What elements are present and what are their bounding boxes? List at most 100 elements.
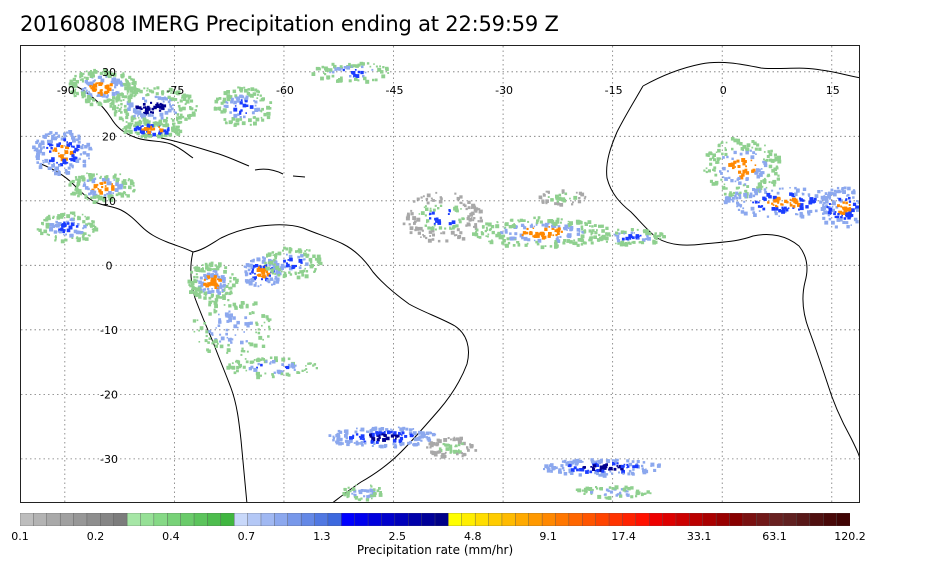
precip-cell — [71, 164, 74, 168]
precip-cell — [176, 113, 180, 116]
precip-cell — [839, 218, 843, 222]
precip-cell — [85, 70, 88, 73]
precip-cell — [771, 189, 774, 192]
precip-cell — [832, 200, 835, 203]
precip-cell — [38, 149, 42, 154]
precip-cell — [157, 134, 161, 139]
precip-cell — [440, 454, 445, 459]
precip-cell — [102, 199, 105, 202]
precip-cell — [453, 449, 458, 454]
precip-cell — [519, 233, 524, 238]
precip-cell — [590, 233, 593, 236]
precip-cell — [568, 468, 571, 471]
precip-cell — [541, 223, 545, 227]
precip-cell — [453, 436, 456, 439]
precip-cell — [848, 204, 851, 206]
precip-cell — [407, 212, 410, 216]
precip-cell — [260, 116, 263, 119]
precip-cell — [194, 268, 198, 272]
precip-cell — [195, 268, 200, 272]
precip-cell — [851, 208, 855, 213]
precip-cell — [228, 304, 232, 308]
precip-cell — [111, 72, 114, 76]
precip-cell — [305, 262, 309, 266]
precip-cell — [106, 88, 109, 91]
precip-cell — [430, 441, 433, 444]
precip-cell — [423, 206, 426, 209]
precip-cell — [147, 107, 151, 111]
precip-cell — [566, 229, 568, 231]
precip-cell — [311, 72, 316, 76]
precip-cell — [120, 106, 123, 109]
precip-cell — [269, 318, 272, 321]
precip-cell — [740, 210, 745, 214]
precip-cell — [239, 116, 242, 119]
precip-cell — [808, 195, 811, 197]
precip-cell — [275, 269, 279, 272]
precip-cell — [589, 225, 591, 227]
precip-cell — [190, 99, 194, 103]
precip-cell — [127, 129, 131, 133]
precip-cell — [38, 144, 42, 148]
precip-cell — [506, 237, 510, 241]
precip-cell — [52, 164, 55, 168]
precip-cell — [236, 122, 240, 126]
precip-cell — [432, 230, 435, 233]
precip-cell — [140, 107, 143, 110]
precip-cell — [83, 224, 87, 229]
precip-cell — [84, 215, 86, 218]
precip-cell — [745, 165, 747, 168]
precip-cell — [222, 108, 227, 113]
precip-cell — [458, 218, 461, 222]
precip-cell — [219, 296, 223, 299]
precip-cell — [380, 427, 385, 431]
precip-cell — [567, 461, 570, 464]
colorbar-swatch — [421, 513, 436, 526]
precip-cell — [213, 275, 217, 279]
precip-cell — [375, 441, 379, 444]
precip-cell — [293, 368, 296, 371]
precip-cell — [62, 213, 66, 217]
precip-cell — [754, 191, 758, 196]
precip-cell — [538, 232, 541, 236]
precip-cell — [49, 143, 52, 147]
precip-cell — [139, 112, 141, 114]
precip-cell — [420, 236, 422, 238]
precip-cell — [760, 168, 763, 170]
precip-cell — [246, 280, 250, 284]
precip-cell — [413, 220, 417, 224]
precip-cell — [106, 192, 109, 195]
precip-cell — [425, 197, 429, 201]
precip-cell — [251, 270, 254, 273]
precip-cell — [115, 193, 119, 197]
precip-cell — [261, 270, 266, 275]
precip-cell — [218, 262, 222, 266]
precip-cell — [199, 276, 203, 280]
precip-cell — [130, 78, 133, 81]
precip-cell — [80, 231, 84, 234]
precip-cell — [361, 443, 364, 447]
precip-cell — [591, 225, 594, 228]
precip-cell — [75, 178, 78, 181]
precip-cell — [748, 194, 753, 199]
precip-cell — [472, 219, 475, 222]
precip-cell — [458, 443, 461, 447]
precip-cell — [298, 266, 302, 270]
precip-cell — [807, 210, 811, 214]
lat-label: -10 — [100, 324, 118, 337]
precip-cell — [160, 134, 164, 138]
precip-cell — [444, 227, 447, 230]
precip-cell — [723, 185, 726, 188]
precip-cell — [435, 217, 439, 221]
precip-cell — [426, 201, 430, 205]
precip-cell — [253, 116, 256, 119]
precip-cell — [448, 443, 451, 446]
precip-cell — [362, 75, 365, 78]
precip-cell — [56, 172, 59, 175]
precip-cell — [628, 237, 632, 240]
precip-cell — [602, 464, 605, 467]
precip-cell — [549, 233, 551, 236]
precip-cell — [626, 466, 628, 469]
precip-cell — [128, 123, 133, 127]
precip-cell — [56, 143, 60, 148]
